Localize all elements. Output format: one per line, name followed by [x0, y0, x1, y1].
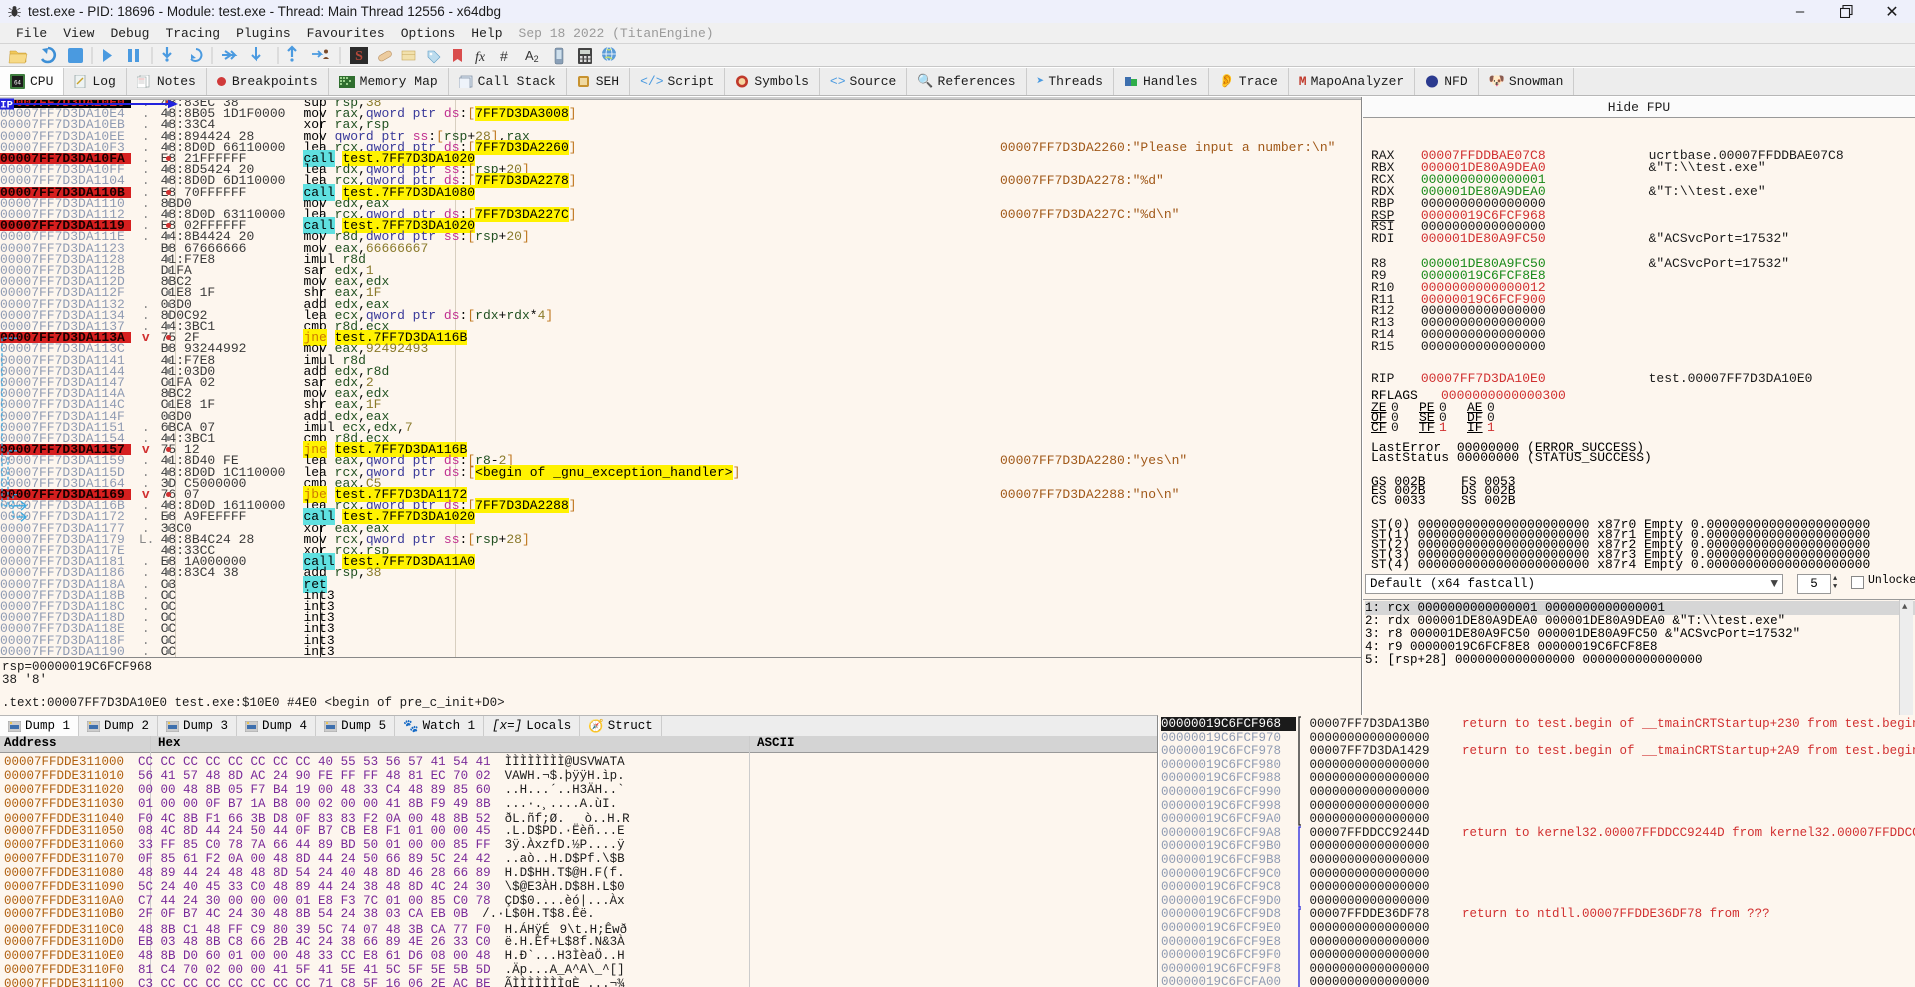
svg-text:RIP: RIP — [0, 100, 13, 112]
svg-text:#: # — [500, 48, 508, 64]
svg-text:A2: A2 — [525, 48, 539, 64]
svg-text:64: 64 — [14, 81, 21, 87]
svg-text:S: S — [355, 49, 363, 64]
svg-text:fx: fx — [475, 50, 486, 65]
